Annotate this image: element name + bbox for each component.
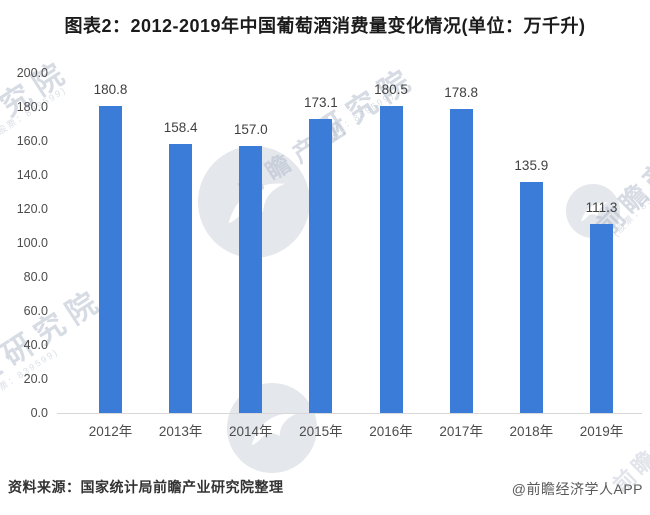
x-axis-label: 2019年 bbox=[579, 424, 624, 439]
x-axis-label: 2016年 bbox=[369, 424, 413, 439]
x-axis-label: 2015年 bbox=[299, 424, 343, 439]
y-axis-tick-label: 20.0 bbox=[23, 372, 48, 386]
bar-2018年 bbox=[519, 181, 543, 413]
bar-2019年 bbox=[589, 223, 613, 413]
bar-2017年 bbox=[449, 109, 473, 413]
chart-title: 图表2：2012-2019年中国葡萄酒消费量变化情况(单位：万千升) bbox=[64, 16, 586, 36]
y-axis-tick-label: 200.0 bbox=[16, 66, 48, 80]
y-axis-tick-label: 0.0 bbox=[30, 406, 48, 420]
x-axis-label: 2013年 bbox=[158, 424, 203, 439]
bar-2013年 bbox=[169, 143, 193, 413]
bar-2015年 bbox=[309, 118, 333, 413]
bar-value-label: 180.8 bbox=[93, 81, 128, 97]
x-axis-label: 2018年 bbox=[509, 424, 554, 439]
bar-value-label: 135.9 bbox=[514, 157, 549, 173]
bar-2012年 bbox=[99, 105, 122, 413]
x-axis-label: 2012年 bbox=[88, 424, 133, 439]
x-axis-line bbox=[57, 413, 642, 414]
bar-value-label: 178.8 bbox=[444, 85, 479, 101]
y-axis-tick-label: 140.0 bbox=[16, 168, 48, 182]
y-axis-tick-label: 120.0 bbox=[16, 202, 48, 216]
bar-value-label: 173.1 bbox=[304, 94, 338, 110]
bar-value-label: 157.0 bbox=[233, 122, 268, 138]
y-axis-tick-label: 180.0 bbox=[16, 100, 48, 114]
source-note: 资料来源：国家统计局前瞻产业研究院整理 bbox=[8, 479, 284, 495]
bar-value-label: 158.4 bbox=[163, 119, 198, 135]
x-axis-label: 2017年 bbox=[439, 424, 483, 439]
bar-value-label: 180.5 bbox=[374, 82, 408, 98]
x-axis-label: 2014年 bbox=[228, 424, 273, 439]
bar-2016年 bbox=[379, 106, 403, 413]
bar-2014年 bbox=[239, 146, 263, 413]
brand-credit: @前瞻经济学人APP bbox=[511, 481, 643, 497]
y-axis-tick-label: 40.0 bbox=[23, 338, 48, 352]
y-axis-tick-label: 60.0 bbox=[23, 304, 48, 318]
y-axis-tick-label: 160.0 bbox=[16, 134, 48, 148]
y-axis-tick-label: 80.0 bbox=[23, 270, 48, 284]
bar-value-label: 111.3 bbox=[585, 199, 618, 215]
y-axis-tick-label: 100.0 bbox=[16, 236, 48, 250]
